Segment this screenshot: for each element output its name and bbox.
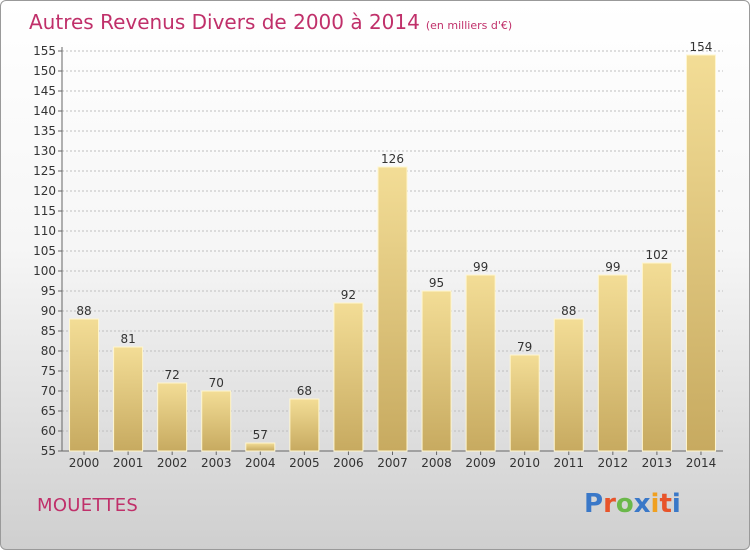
chart-title-text: Autres Revenus Divers de 2000 à 2014 — [29, 10, 420, 34]
bar — [465, 274, 496, 452]
x-tick-label: 2011 — [553, 456, 584, 470]
x-tick-label: 2005 — [289, 456, 320, 470]
bar — [597, 274, 628, 452]
data-labels: 88 81 72 70 57 68 92 126 95 99 79 88 99 102 154 — [76, 40, 712, 442]
y-tick-label: 150 — [33, 64, 56, 78]
y-tick-label: 155 — [33, 44, 56, 58]
data-label: 102 — [645, 248, 668, 262]
chart-subtitle: (en milliers d'€) — [425, 19, 513, 32]
data-label: 88 — [76, 304, 91, 318]
bar — [641, 262, 672, 452]
x-tick-label: 2001 — [113, 456, 144, 470]
y-tick-label: 145 — [33, 84, 56, 98]
bar — [333, 302, 364, 452]
data-label: 154 — [690, 40, 713, 54]
data-label: 68 — [297, 384, 312, 398]
y-tick-label: 65 — [41, 404, 56, 418]
data-label: 57 — [253, 428, 268, 442]
y-tick-label: 120 — [33, 184, 56, 198]
bar — [69, 318, 100, 452]
y-tick-label: 100 — [33, 264, 56, 278]
data-label: 99 — [605, 260, 620, 274]
bar — [157, 382, 188, 452]
bar — [201, 390, 232, 452]
x-tick-label: 2010 — [509, 456, 540, 470]
x-tick-label: 2008 — [421, 456, 452, 470]
x-tick-label: 2003 — [201, 456, 232, 470]
logo-letter: i — [650, 489, 660, 519]
x-tick-label: 2014 — [686, 456, 717, 470]
x-tick-label: 2007 — [377, 456, 408, 470]
bars — [69, 54, 716, 452]
data-label: 95 — [429, 276, 444, 290]
bar — [421, 290, 452, 452]
y-tick-label: 75 — [41, 364, 56, 378]
data-label: 81 — [120, 332, 135, 346]
data-label: 92 — [341, 288, 356, 302]
x-tick-label: 2002 — [157, 456, 188, 470]
x-tick-label: 2009 — [465, 456, 496, 470]
data-label: 79 — [517, 340, 532, 354]
chart-title: Autres Revenus Divers de 2000 à 2014 (en … — [29, 10, 512, 34]
logo-letter: P — [584, 489, 604, 519]
y-tick-label: 110 — [33, 224, 56, 238]
logo-letter: x — [633, 489, 651, 519]
logo-letter: o — [615, 489, 634, 519]
data-label: 72 — [165, 368, 180, 382]
bar — [553, 318, 584, 452]
x-tick-label: 2006 — [333, 456, 364, 470]
data-label: 70 — [209, 376, 224, 390]
logo-letter: i — [671, 489, 681, 519]
x-tick-label: 2000 — [69, 456, 100, 470]
y-tick-label: 130 — [33, 144, 56, 158]
data-label: 99 — [473, 260, 488, 274]
y-tick-label: 70 — [41, 384, 56, 398]
y-tick-label: 80 — [41, 344, 56, 358]
y-tick-label: 115 — [33, 204, 56, 218]
y-tick-label: 55 — [41, 444, 56, 458]
y-tick-label: 105 — [33, 244, 56, 258]
y-tick-label: 90 — [41, 304, 56, 318]
y-tick-label: 125 — [33, 164, 56, 178]
bar — [289, 398, 320, 452]
y-tick-label: 95 — [41, 284, 56, 298]
axes: 55 60 65 70 75 80 85 90 95 100 105 110 115 120 125 130 1… — [33, 44, 723, 470]
x-tick-label: 2013 — [642, 456, 673, 470]
place-name: MOUETTES — [37, 495, 139, 516]
bar — [113, 346, 144, 452]
x-tick-label: 2012 — [598, 456, 629, 470]
bar — [509, 354, 540, 452]
y-tick-label: 135 — [33, 124, 56, 138]
data-label: 88 — [561, 304, 576, 318]
logo-letter: t — [659, 489, 672, 519]
bar — [245, 442, 276, 452]
y-tick-label: 60 — [41, 424, 56, 438]
bar — [377, 166, 408, 452]
y-tick-label: 140 — [33, 104, 56, 118]
x-tick-label: 2004 — [245, 456, 276, 470]
data-label: 126 — [381, 152, 404, 166]
y-tick-label: 85 — [41, 324, 56, 338]
bar — [685, 54, 716, 452]
logo-letter: r — [603, 489, 616, 519]
proxiti-logo: Proxiti — [584, 489, 681, 519]
